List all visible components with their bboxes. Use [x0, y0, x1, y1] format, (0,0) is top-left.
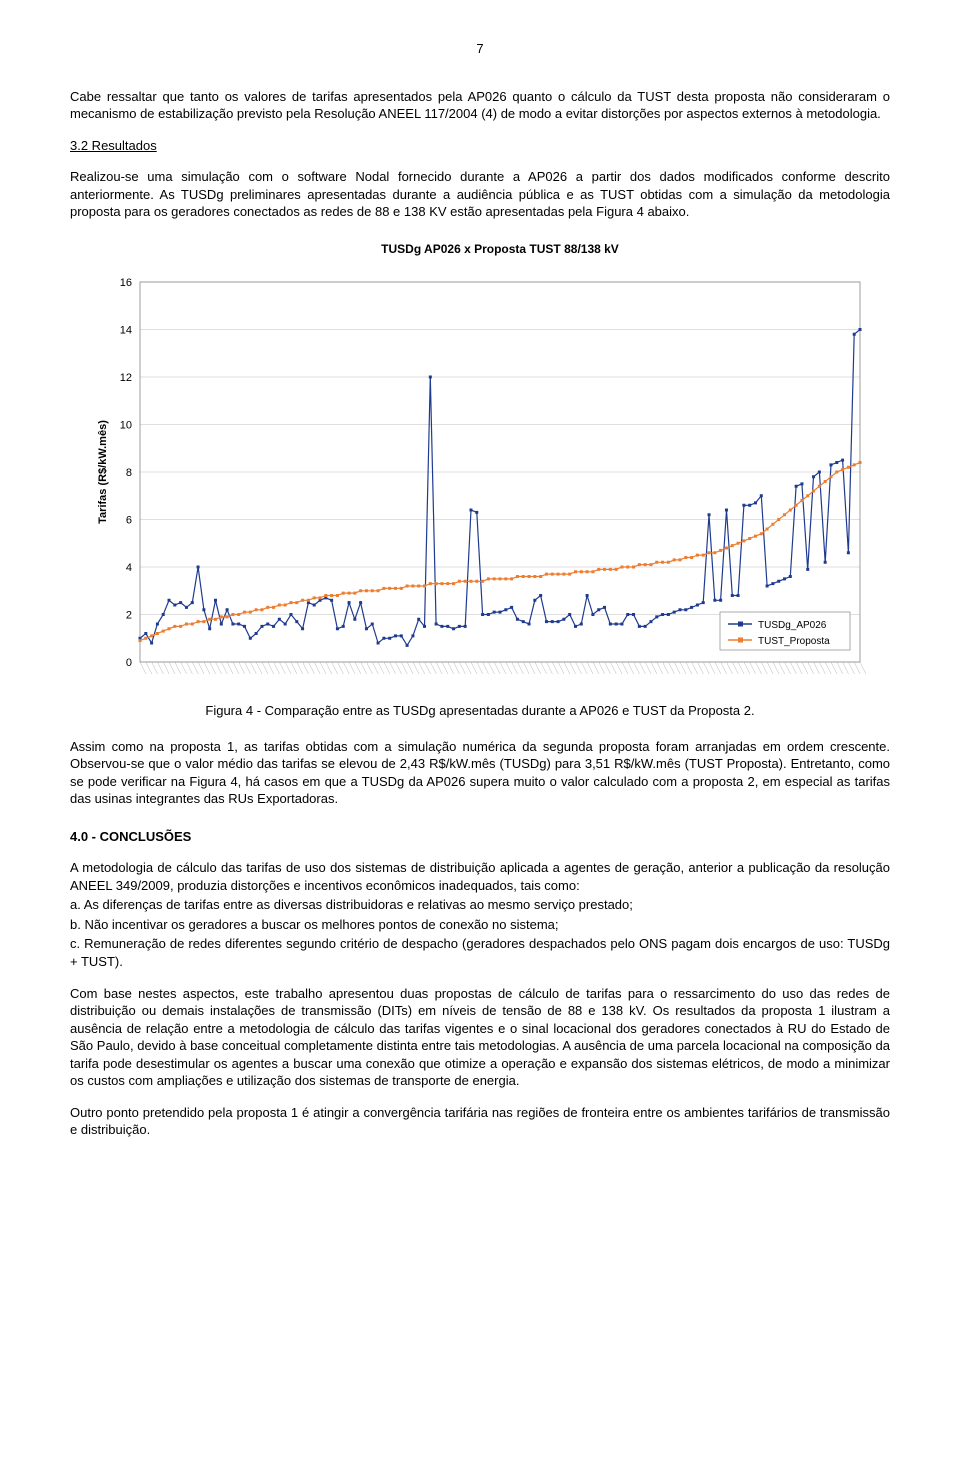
svg-text:0: 0 [126, 657, 132, 669]
svg-text:Tarifas (R$/kW.mês): Tarifas (R$/kW.mês) [97, 420, 109, 524]
svg-text:12: 12 [120, 372, 132, 384]
svg-text:TUSDg_AP026: TUSDg_AP026 [758, 620, 827, 631]
page-number: 7 [70, 40, 890, 58]
chart-svg: 0 2 4 6 8 10 12 14 16 Tarifas (R$/kW.mês) TUSDg_AP… [90, 262, 870, 692]
section-3-2-heading: 3.2 Resultados [70, 137, 890, 155]
chart-title: TUSDg AP026 x Proposta TUST 88/138 kV [70, 241, 890, 257]
svg-text:TUST_Proposta: TUST_Proposta [758, 636, 830, 647]
paragraph-analysis: Assim como na proposta 1, as tarifas obt… [70, 738, 890, 808]
section-4-0-heading: 4.0 - CONCLUSÕES [70, 828, 890, 846]
bullet-b: b. Não incentivar os geradores a buscar … [70, 916, 890, 934]
paragraph-results: Realizou-se uma simulação com o software… [70, 168, 890, 221]
paragraph-proposals: Com base nestes aspectos, este trabalho … [70, 985, 890, 1090]
paragraph-intro: Cabe ressaltar que tanto os valores de t… [70, 88, 890, 123]
svg-text:6: 6 [126, 515, 132, 527]
svg-text:4: 4 [126, 562, 132, 574]
figure-4-chart: TUSDg AP026 x Proposta TUST 88/138 kV 0 2… [70, 241, 890, 692]
svg-text:10: 10 [120, 420, 132, 432]
figure-4-caption: Figura 4 - Comparação entre as TUSDg apr… [70, 702, 890, 720]
svg-text:8: 8 [126, 467, 132, 479]
bullet-c: c. Remuneração de redes diferentes segun… [70, 935, 890, 970]
paragraph-conclusion-intro: A metodologia de cálculo das tarifas de … [70, 859, 890, 894]
svg-text:2: 2 [126, 610, 132, 622]
svg-text:14: 14 [120, 325, 132, 337]
paragraph-final: Outro ponto pretendido pela proposta 1 é… [70, 1104, 890, 1139]
svg-text:16: 16 [120, 277, 132, 289]
bullet-a: a. As diferenças de tarifas entre as div… [70, 896, 890, 914]
